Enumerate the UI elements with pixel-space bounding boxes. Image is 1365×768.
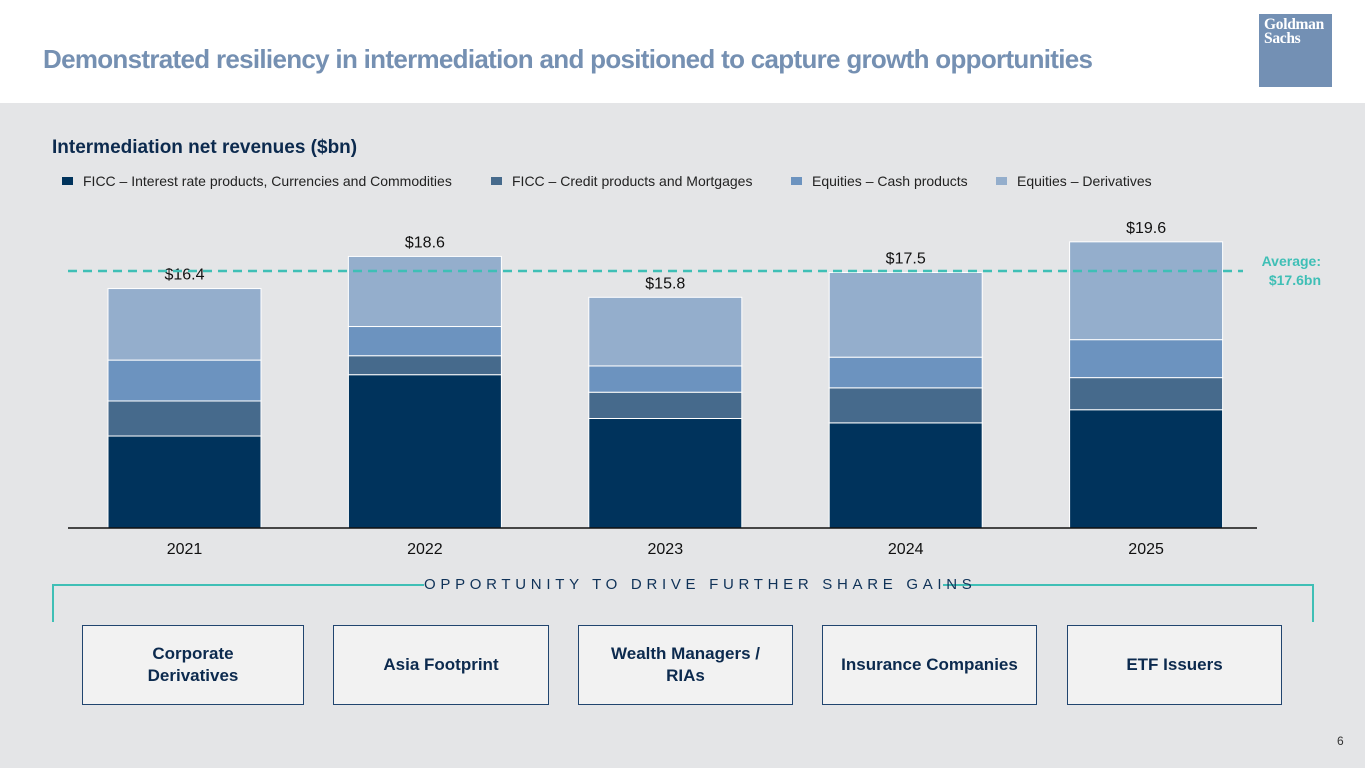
opportunity-label: Asia Footprint <box>383 655 499 674</box>
bar-segment-2022-series-4 <box>347 255 502 328</box>
bar-segment-2023-series-4 <box>588 296 743 367</box>
opportunity-card-asia-footprint: Asia Footprint <box>333 625 549 705</box>
stacked-bar-chart: $16.4 2021 $18.6 2022 $15.8 2023 $17.5 2024 $19.… <box>68 220 1321 558</box>
total-label-2024: $17.5 <box>886 251 926 268</box>
goldman-sachs-logo: Goldman Sachs <box>1259 14 1332 87</box>
opportunity-label: Insurance Companies <box>841 655 1018 674</box>
legend-label: Equities – Cash products <box>812 173 968 189</box>
x-tick-label-2024: 2024 <box>888 541 924 558</box>
page-title: Demonstrated resiliency in intermediatio… <box>43 44 1093 74</box>
opportunity-card-wealth-managers: Wealth Managers / RIAs <box>578 625 793 705</box>
bar-segment-2022-series-2 <box>347 355 502 376</box>
legend-label: FICC – Credit products and Mortgages <box>512 173 753 189</box>
bar-segment-2025-series-4 <box>1069 241 1224 341</box>
bar-segment-2021-series-3 <box>107 359 262 402</box>
banner-bracket-left <box>52 584 424 622</box>
bar-segment-2023-series-1 <box>588 418 743 529</box>
chart-title: Intermediation net revenues ($bn) <box>52 137 358 158</box>
legend-swatch <box>62 177 73 185</box>
opportunity-card-corporate-derivatives: Corporate Derivatives <box>82 625 304 705</box>
header-bar <box>0 0 1365 103</box>
bar-segment-2021-series-1 <box>107 435 262 529</box>
legend-item-ficc-rates: FICC – Interest rate products, Currencie… <box>62 173 452 189</box>
average-label-line-1: Average: <box>1262 253 1321 269</box>
bar-segment-2022-series-3 <box>347 326 502 357</box>
banner-bracket-right <box>943 584 1314 622</box>
legend-label: FICC – Interest rate products, Currencie… <box>83 173 452 189</box>
legend-item-equities-derivatives: Equities – Derivatives <box>996 173 1152 189</box>
total-label-2025: $19.6 <box>1126 220 1166 237</box>
opportunity-banner-label: OPPORTUNITY TO DRIVE FURTHER SHARE GAINS <box>424 576 977 593</box>
bar-segment-2021-series-2 <box>107 400 262 437</box>
bar-segment-2024-series-4 <box>828 272 983 358</box>
legend-label: Equities – Derivatives <box>1017 173 1152 189</box>
bar-segment-2025-series-3 <box>1069 339 1224 379</box>
logo-line-2: Sachs <box>1264 30 1301 47</box>
bar-segment-2023-series-2 <box>588 391 743 420</box>
bar-segment-2025-series-1 <box>1069 409 1224 529</box>
total-label-2023: $15.8 <box>645 275 685 292</box>
bar-segment-2024-series-1 <box>828 422 983 529</box>
opportunity-label: ETF Issuers <box>1126 655 1223 674</box>
logo-line-1: Goldman <box>1264 16 1324 33</box>
opportunity-label: Corporate Derivatives <box>147 644 239 685</box>
legend-swatch <box>491 177 502 185</box>
opportunity-label: Wealth Managers / RIAs <box>611 644 760 685</box>
legend-swatch <box>996 177 1007 185</box>
total-label-2021: $16.4 <box>164 267 204 284</box>
legend-swatch <box>791 177 802 185</box>
total-label-2022: $18.6 <box>405 234 445 251</box>
x-tick-label-2025: 2025 <box>1128 541 1164 558</box>
bar-segment-2024-series-2 <box>828 387 983 424</box>
average-label-line-2: $17.6bn <box>1269 272 1321 288</box>
bar-segment-2023-series-3 <box>588 365 743 393</box>
bar-segment-2021-series-4 <box>107 288 262 361</box>
page-number: 6 <box>1337 734 1344 748</box>
x-tick-label-2021: 2021 <box>167 541 203 558</box>
opportunity-card-etf-issuers: ETF Issuers <box>1067 625 1282 705</box>
opportunity-card-insurance-companies: Insurance Companies <box>822 625 1037 705</box>
x-tick-label-2023: 2023 <box>648 541 684 558</box>
legend-item-equities-cash: Equities – Cash products <box>791 173 968 189</box>
legend-item-ficc-credit: FICC – Credit products and Mortgages <box>491 173 752 189</box>
x-tick-label-2022: 2022 <box>407 541 443 558</box>
bar-segment-2024-series-3 <box>828 356 983 389</box>
bar-segment-2022-series-1 <box>347 374 502 529</box>
bar-segment-2025-series-2 <box>1069 377 1224 411</box>
